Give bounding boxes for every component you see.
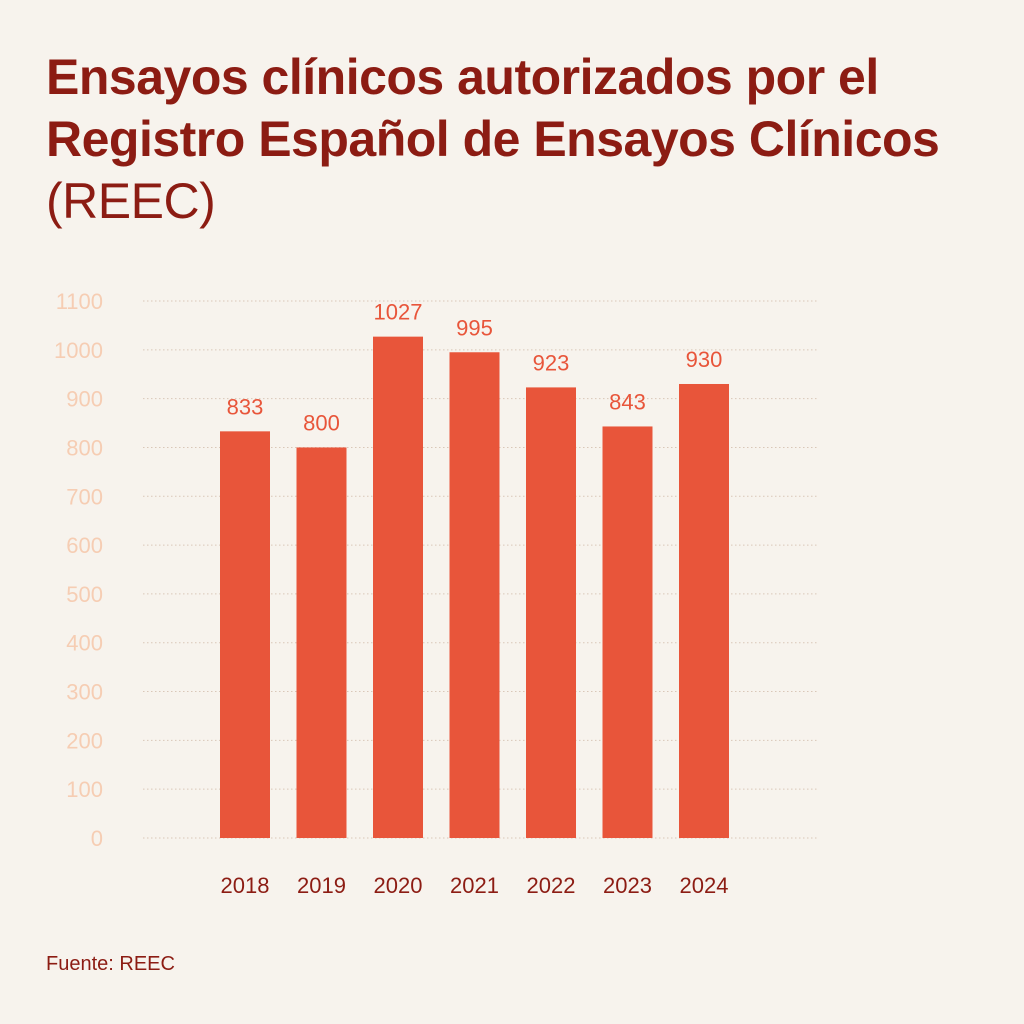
value-label: 1027 [374, 300, 423, 325]
y-tick-label: 600 [66, 533, 103, 558]
x-tick-label: 2018 [221, 873, 270, 898]
x-tick-label: 2023 [603, 873, 652, 898]
y-tick-label: 100 [66, 777, 103, 802]
y-tick-label: 400 [66, 631, 103, 656]
bar-2022 [526, 387, 576, 838]
value-label: 995 [456, 315, 493, 340]
y-tick-label: 700 [66, 484, 103, 509]
y-tick-label: 800 [66, 435, 103, 460]
y-tick-label: 1100 [56, 289, 103, 314]
y-tick-label: 900 [66, 387, 103, 412]
x-tick-label: 2022 [527, 873, 576, 898]
value-label: 923 [533, 350, 570, 375]
bar-2020 [373, 336, 423, 838]
x-axis-tick-labels: 2018 2019 2020 2021 2022 2023 2024 [221, 873, 729, 898]
value-label: 930 [686, 347, 723, 372]
value-label: 800 [303, 410, 340, 435]
bar-2024 [679, 383, 729, 838]
bar-2023 [602, 426, 653, 838]
x-tick-label: 2019 [297, 873, 346, 898]
chart-title: Ensayos clínicos autorizados por el Regi… [46, 46, 946, 232]
y-tick-label: 0 [91, 826, 103, 851]
bar-2021 [449, 352, 500, 838]
bar-2019 [296, 447, 347, 838]
x-tick-label: 2024 [680, 873, 729, 898]
value-label: 843 [609, 389, 646, 414]
bar-2018 [220, 431, 270, 838]
chart-title-suffix: (REEC) [46, 173, 216, 229]
value-label: 833 [227, 394, 264, 419]
y-tick-label: 300 [66, 680, 103, 705]
y-tick-label: 1000 [54, 338, 103, 363]
value-labels: 833 800 1027 995 923 843 930 [227, 300, 723, 436]
chart-title-main: Ensayos clínicos autorizados por el Regi… [46, 49, 940, 167]
y-tick-label: 500 [66, 582, 103, 607]
y-tick-label: 200 [66, 728, 103, 753]
x-tick-label: 2020 [374, 873, 423, 898]
source-note: Fuente: REEC [46, 953, 175, 975]
bars [220, 336, 729, 838]
y-axis-tick-labels: 0 100 200 300 400 500 600 700 800 900 1000 1100 [54, 289, 103, 851]
x-tick-label: 2021 [450, 873, 499, 898]
